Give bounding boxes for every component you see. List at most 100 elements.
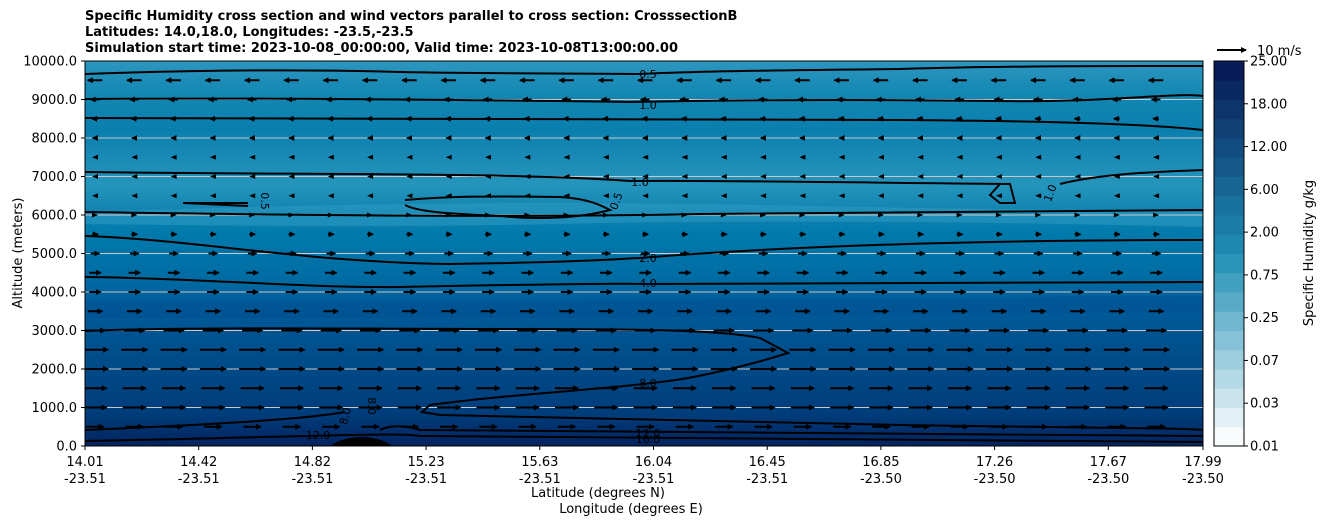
- wind-arrow: [838, 154, 845, 160]
- wind-arrow: [92, 174, 98, 179]
- colorbar: 0.01 0.03 0.07 0.25 0.75 2.00 6.00 12.00 18.00 25…: [1213, 55, 1287, 455]
- wind-arrow: [1035, 193, 1042, 199]
- colorbar-level: [1214, 349, 1244, 370]
- wind-arrow: [563, 174, 570, 179]
- wind-arrow: [799, 174, 806, 179]
- wind-arrow: [1153, 212, 1160, 218]
- wind-arrow: [1153, 174, 1160, 179]
- colorbar-level: [1214, 426, 1244, 447]
- colorbar-level: [1214, 253, 1244, 274]
- wind-arrow: [327, 193, 334, 199]
- colorbar-level: [1214, 99, 1244, 120]
- wind-arrow: [642, 154, 649, 160]
- wind-arrow: [170, 212, 177, 218]
- colorbar-level: [1214, 369, 1244, 389]
- contour-label: 4.0: [639, 277, 657, 290]
- colorbar-level: [1214, 61, 1244, 81]
- colorbar-level: [1214, 138, 1244, 158]
- wind-arrow: [1153, 193, 1160, 199]
- wind-arrow: [249, 212, 256, 218]
- colorbar-level: [1214, 157, 1244, 177]
- wind-arrow: [485, 174, 491, 179]
- chart-title-line-1: Specific Humidity cross section and wind…: [85, 9, 738, 24]
- wind-arrow: [406, 154, 413, 160]
- contour-0.5-left: [182, 202, 249, 207]
- wind-arrow: [367, 174, 374, 179]
- wind-arrow: [799, 212, 806, 218]
- colorbar-level: [1214, 234, 1244, 254]
- wind-arrow: [92, 193, 98, 199]
- contour-label: 1.0: [1041, 183, 1059, 204]
- wind-arrow: [563, 212, 570, 218]
- wind-arrow: [131, 193, 138, 199]
- wind-arrow: [995, 212, 1002, 218]
- colorbar-level: [1214, 407, 1244, 428]
- wind-arrow: [760, 174, 767, 179]
- colorbar-level: [1214, 311, 1244, 331]
- wind-arrow: [209, 154, 216, 160]
- colorbar-tick-label: 2.00: [1250, 226, 1279, 241]
- wind-arrow: [563, 193, 570, 199]
- wind-arrow: [524, 174, 531, 179]
- colorbar-level: [1214, 292, 1244, 312]
- wind-arrow: [288, 212, 295, 218]
- wind-arrow: [720, 154, 727, 160]
- colorbar-tick-label: 0.25: [1250, 311, 1279, 326]
- wind-arrow: [288, 174, 295, 179]
- y-tick-label: 9000.0: [32, 93, 78, 108]
- x-tick-label-lat: 16.45: [749, 455, 786, 470]
- wind-arrow: [131, 212, 138, 218]
- y-tick-label: 10000.0: [23, 55, 77, 70]
- colorbar-tick-label: 0.75: [1250, 268, 1279, 283]
- wind-arrow: [367, 212, 374, 218]
- contour-label: 8.0: [337, 406, 354, 426]
- y-tick-label: 0.0: [56, 440, 77, 455]
- wind-arrow: [209, 174, 216, 179]
- colorbar-level: [1214, 215, 1244, 235]
- x-tick-label-lon: -23.50: [1087, 472, 1129, 487]
- x-tick-label-lon: -23.51: [291, 472, 333, 487]
- colorbar-tick-label: 0.03: [1250, 397, 1279, 412]
- colorbar-tick-label: 0.01: [1250, 440, 1279, 455]
- wind-arrow: [170, 154, 177, 160]
- wind-arrow: [1074, 212, 1081, 218]
- contour-2.0: [85, 235, 1203, 266]
- wind-arrow: [327, 212, 334, 218]
- y-tick-label: 5000.0: [32, 247, 78, 262]
- wind-arrow: [445, 174, 452, 179]
- chart-title-line-2: Latitudes: 14.0,18.0, Longitudes: -23.5,…: [85, 25, 414, 40]
- colorbar-level: [1214, 118, 1244, 139]
- wind-arrow: [917, 174, 924, 179]
- wind-arrow: [524, 154, 531, 160]
- x-tick-label-lat: 17.26: [976, 455, 1013, 470]
- wind-arrow: [760, 212, 767, 218]
- wind-arrow: [249, 174, 256, 179]
- wind-arrow: [445, 193, 452, 199]
- x-tick-label-lat: 15.23: [407, 455, 444, 470]
- wind-arrow: [1074, 193, 1081, 199]
- x-tick-label-lat: 14.42: [180, 455, 217, 470]
- y-tick-label: 4000.0: [32, 286, 78, 301]
- contour-label: 0.5: [639, 68, 657, 81]
- y-tick-label: 3000.0: [32, 324, 78, 339]
- wind-arrow: [995, 174, 1002, 179]
- contour-0.5-top: [85, 65, 1203, 76]
- y-tick-label: 6000.0: [32, 209, 78, 224]
- wind-arrow: [249, 193, 256, 199]
- wind-arrow: [327, 154, 334, 160]
- y-axis: 0.0 1000.0 2000.0 3000.0 4000.0 5000.0 6000.0 7…: [23, 55, 85, 455]
- quiver-key: 10 m/s: [1217, 44, 1302, 59]
- wind-arrow: [878, 174, 884, 179]
- colorbar-tick-label: 18.00: [1250, 97, 1287, 112]
- x-tick-label-lon: -23.51: [405, 472, 447, 487]
- colorbar-border: [1213, 60, 1245, 447]
- wind-vectors: [85, 77, 1171, 430]
- colorbar-label: Specific Humidity g/kg: [1302, 180, 1317, 326]
- wind-arrow: [602, 212, 609, 218]
- wind-arrow: [642, 193, 649, 199]
- wind-arrow: [288, 193, 295, 199]
- wind-arrow: [956, 174, 963, 179]
- wind-arrow: [170, 174, 177, 179]
- x-tick-label-lon: -23.50: [974, 472, 1016, 487]
